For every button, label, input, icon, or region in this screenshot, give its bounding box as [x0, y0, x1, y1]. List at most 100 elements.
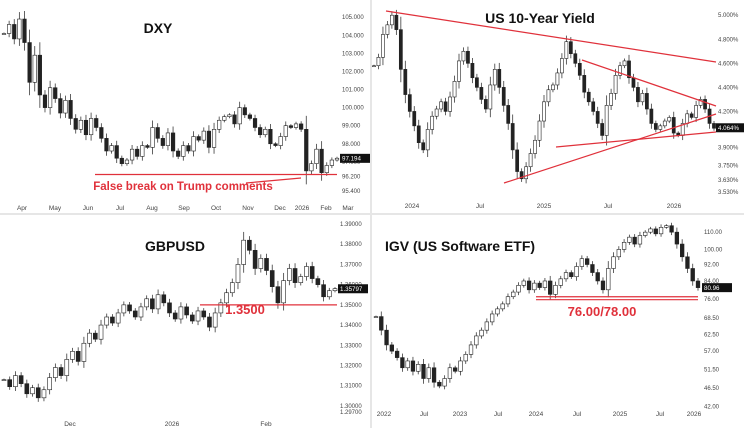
price-bar: [591, 101, 596, 112]
annotation-label: 76.00/78.00: [568, 304, 637, 319]
price-bar: [385, 24, 390, 35]
price-bar: [206, 130, 212, 148]
price-bar: [680, 243, 685, 258]
price-bar: [161, 294, 167, 304]
price-bar: [98, 324, 104, 340]
price-bar: [7, 379, 13, 388]
price-bar: [586, 91, 591, 103]
price-bar: [237, 107, 242, 125]
price-bar: [73, 118, 78, 130]
us10y-chart: US 10-Year Yield 5.000% 4.800% 4.600% 4.400…: [372, 9, 744, 210]
price-bar: [167, 302, 172, 314]
price-bar: [600, 123, 605, 136]
price-bar: [299, 123, 304, 130]
price-bar: [407, 94, 412, 112]
price-bar: [501, 87, 506, 106]
price-bar: [461, 50, 466, 62]
price-bar: [263, 129, 268, 136]
price-bar: [332, 288, 338, 292]
x-tick-label: 2026: [687, 411, 702, 418]
price-bar: [416, 125, 421, 143]
price-bar: [649, 108, 654, 124]
price-bar: [64, 359, 70, 376]
price-bar: [298, 276, 304, 283]
annotation-label: False break on Trump comments: [93, 181, 273, 193]
price-bar: [637, 235, 643, 245]
y-tick-label: 1.35000: [340, 303, 362, 309]
price-bar: [304, 129, 309, 172]
price-bar: [58, 367, 64, 376]
y-tick-label: 1.34000: [340, 323, 362, 329]
price-bar: [376, 57, 381, 67]
y-tick-label: 84.00: [704, 279, 720, 285]
price-bar: [604, 105, 609, 136]
x-tick-label: 2023: [453, 411, 468, 418]
y-tick-label: 68.50: [704, 316, 720, 322]
price-bar: [273, 143, 278, 146]
igv-panel: IGV (US Software ETF) 110.00 100.00 92.00 8…: [372, 215, 744, 428]
price-bar: [1, 379, 7, 381]
price-bar: [94, 118, 99, 128]
x-tick-label: Apr: [17, 205, 28, 212]
price-bar: [425, 129, 430, 151]
price-bar: [324, 165, 329, 173]
price-bar: [636, 87, 640, 103]
price-bar: [389, 344, 394, 352]
price-bar: [379, 316, 384, 331]
price-bar: [315, 278, 321, 285]
price-bar: [68, 100, 73, 119]
price-bar: [394, 350, 400, 358]
price-bar: [32, 54, 37, 83]
price-bar: [242, 107, 247, 116]
price-bar: [314, 148, 319, 164]
price-bar: [475, 77, 479, 88]
price-bar: [685, 113, 690, 124]
annotation-arrow: [245, 177, 302, 184]
y-tick-label: 1.29700: [340, 410, 362, 416]
price-bar: [326, 290, 332, 298]
y-tick-label: 1.33000: [340, 343, 362, 349]
price-bar: [579, 258, 585, 267]
x-tick-label: Jul: [116, 205, 125, 212]
y-tick-label: 3.630%: [718, 178, 739, 184]
price-bar: [258, 127, 263, 136]
price-bar: [22, 18, 27, 43]
x-tick-label: 2024: [405, 203, 420, 210]
x-tick-label: Aug: [146, 205, 158, 212]
price-bar: [227, 114, 232, 117]
price-bar: [42, 94, 48, 108]
price-bar: [41, 389, 47, 399]
price-bar: [403, 69, 408, 95]
price-bar: [373, 316, 379, 318]
price-bar: [268, 129, 273, 145]
price-bar: [264, 258, 269, 271]
igv-chart: IGV (US Software ETF) 110.00 100.00 92.00 8…: [373, 222, 732, 418]
price-bar: [421, 142, 426, 151]
price-bar: [468, 344, 474, 355]
y-tick-label: 100.000: [342, 106, 364, 112]
last-price-tag: [716, 123, 744, 133]
gbpusd-panel: GBPUSD 1.390001.380001.370001.360001.350…: [0, 215, 370, 428]
y-tick-label: 3.750%: [718, 164, 739, 170]
horizontal-divider: [0, 213, 744, 215]
price-bar: [186, 145, 191, 152]
price-bar: [548, 280, 553, 295]
price-bar: [144, 298, 149, 308]
price-bar: [58, 98, 63, 114]
price-bar: [88, 118, 94, 136]
price-bar: [412, 111, 417, 127]
price-bar: [510, 123, 515, 151]
price-bar: [479, 329, 484, 337]
price-bar: [87, 332, 92, 344]
price-bar: [381, 34, 385, 58]
x-tick-label: Jul: [420, 411, 429, 418]
price-bar: [577, 63, 582, 76]
price-bar: [172, 312, 178, 320]
price-bar: [632, 236, 637, 245]
chart-title: US 10-Year Yield: [485, 10, 595, 26]
price-bar: [150, 298, 155, 310]
price-bar: [616, 249, 621, 258]
price-bar: [492, 69, 497, 86]
price-bar: [394, 14, 399, 30]
price-bar: [207, 316, 212, 328]
